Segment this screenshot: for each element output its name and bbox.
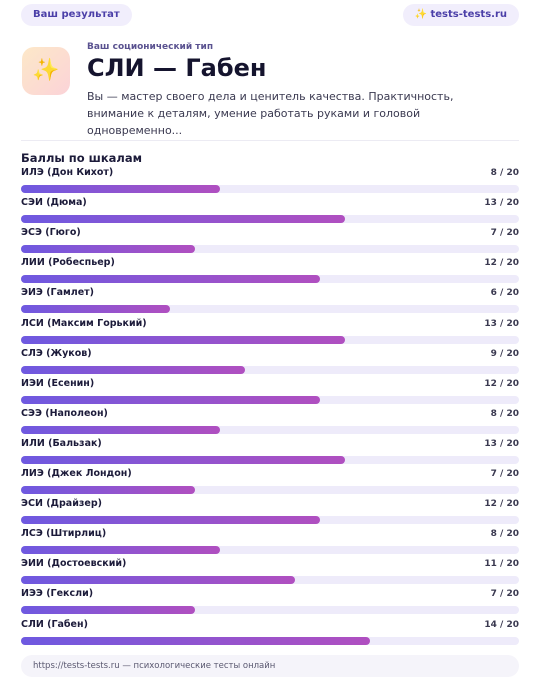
scale-score: 14 / 20 [484,619,519,630]
scale-name: ИЭЭ (Гексли) [21,588,94,600]
scale-score: 7 / 20 [490,228,519,239]
type-description: Вы — мастер своего дела и ценитель качес… [87,90,454,137]
scale-track [21,395,519,404]
scale-score: 13 / 20 [484,198,519,209]
scale-score: 12 / 20 [484,258,519,269]
scale-track [21,636,519,645]
scale-track [21,215,519,224]
type-title: СЛИ — Габен [87,54,267,82]
type-subtitle: Ваш соционический тип [87,42,214,52]
scale-name: ЭИЭ (Гамлет) [21,287,95,299]
scale-score: 13 / 20 [484,318,519,329]
scale-name: ЭСЭ (Гюго) [21,227,81,239]
scale-bar [21,215,345,224]
scale-track [21,486,519,494]
scale-bar [21,636,370,645]
scale-bar [21,425,221,434]
scale-track [21,576,519,585]
scale-score: 12 / 20 [484,378,519,389]
scale-bar [21,245,196,254]
scale-name: ЭСИ (Драйзер) [21,498,102,510]
scale-name: ИЛЭ (Дон Кихот) [21,167,114,178]
result-badge: Ваш результат [21,4,132,26]
scale-score: 7 / 20 [490,589,519,600]
scale-name: ИЛИ (Бальзак) [21,437,102,449]
scale-name: ЛИЭ (Джек Лондон) [21,468,132,479]
scale-score: 8 / 20 [490,529,519,540]
scale-bar [21,335,345,344]
scale-bar [21,365,246,374]
scale-bar [21,606,196,615]
scale-name: ИЭИ (Есенин) [21,377,95,389]
scale-name: СЭИ (Дюма) [21,197,87,209]
scale-bar [21,305,171,314]
scale-track [21,425,519,434]
scale-name: ЛСЭ (Штирлиц) [21,528,107,540]
scale-name: СЛЭ (Жуков) [21,347,92,359]
scale-score: 12 / 20 [484,499,519,510]
site-link[interactable]: ✨ tests-tests.ru [402,4,519,26]
scale-bar [21,486,196,494]
scale-score: 8 / 20 [490,168,519,178]
scale-bar [21,455,345,464]
scale-bar [21,576,295,585]
scale-name: ЭИИ (Достоевский) [21,558,127,570]
scale-score: 11 / 20 [484,559,519,570]
scale-bar [21,185,221,193]
scale-track [21,185,519,193]
scale-name: ЛСИ (Максим Горький) [21,317,147,329]
scale-name: СЭЭ (Наполеон) [21,407,108,419]
scale-track [21,365,519,374]
scale-track [21,305,519,314]
scale-bar [21,516,320,525]
scale-track [21,275,519,284]
scale-bar [21,395,320,404]
scale-track [21,245,519,254]
scale-track [21,455,519,464]
footer: https://tests-tests.ru — психологические… [21,655,519,677]
type-icon: ✨ [22,47,70,95]
scale-score: 9 / 20 [490,348,519,359]
scale-track [21,606,519,615]
scale-score: 8 / 20 [490,408,519,419]
scale-name: ЛИИ (Робеспьер) [21,257,115,269]
scale-track [21,546,519,555]
divider [21,140,519,141]
scale-score: 7 / 20 [490,469,519,479]
scale-track [21,516,519,525]
scale-bar [21,275,320,284]
scales-title: Баллы по шкалам [21,151,142,165]
scale-bar [21,546,221,555]
scale-track [21,335,519,344]
scale-name: СЛИ (Габен) [21,618,88,630]
scale-score: 6 / 20 [490,288,519,299]
scale-score: 13 / 20 [484,438,519,449]
